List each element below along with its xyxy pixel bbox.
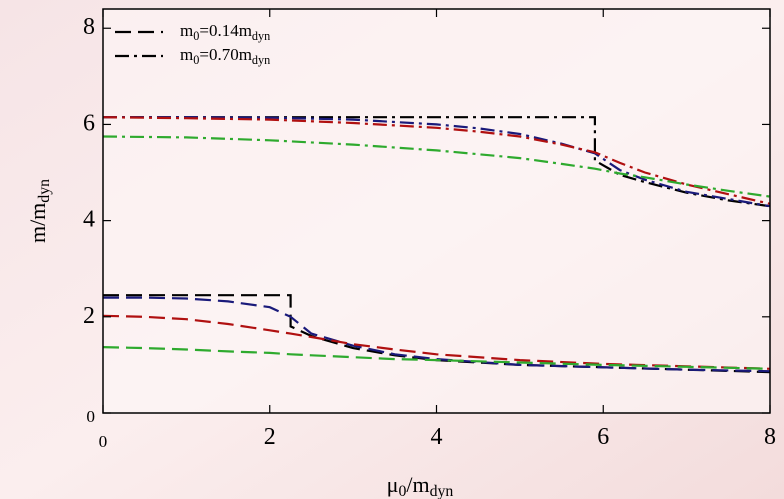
y-axis-label: m/mdyn	[25, 179, 53, 243]
x-axis-label: μ0/mdyn	[387, 472, 454, 499]
y-tick-label: 4	[83, 206, 95, 232]
y-tick-label: 0	[86, 407, 95, 426]
x-tick-label: 6	[597, 424, 609, 450]
legend-label: m0=0.70mdyn	[180, 45, 270, 67]
x-tick-label: 2	[264, 424, 276, 450]
x-tick-label: 8	[764, 424, 776, 450]
series-line	[103, 116, 771, 208]
series-line	[102, 116, 771, 205]
x-tick-label: 4	[431, 424, 443, 450]
y-tick-label: 6	[83, 110, 95, 136]
y-tick-label: 2	[83, 302, 95, 328]
series-line	[102, 314, 771, 370]
series-line	[102, 346, 771, 370]
series-line	[102, 135, 771, 198]
plot-area	[103, 9, 770, 413]
y-tick-label: 8	[83, 14, 95, 40]
legend-label: m0=0.14mdyn	[180, 21, 270, 43]
x-tick-label: 0	[99, 432, 108, 451]
